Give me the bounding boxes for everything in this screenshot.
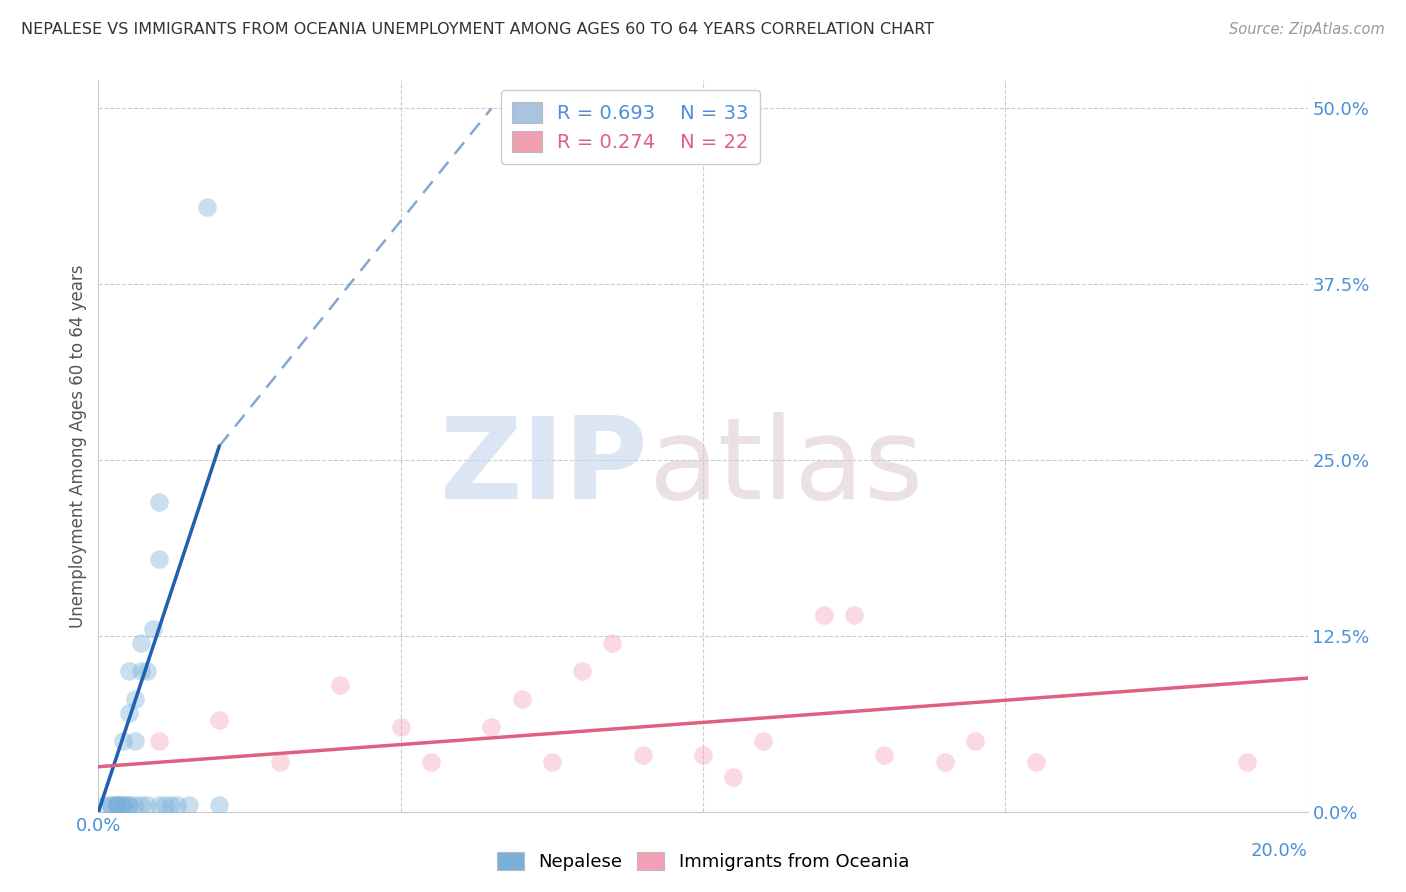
Point [571, 664, 593, 678]
Point [118, 797, 141, 812]
Point [148, 797, 170, 812]
Point [100, 797, 122, 812]
Point [124, 692, 146, 706]
Point [208, 714, 231, 728]
Point [129, 664, 152, 678]
Point [965, 734, 987, 748]
Point [602, 636, 624, 650]
Point [160, 797, 183, 812]
Point [1236, 756, 1258, 770]
Point [934, 756, 956, 770]
Text: 20.0%: 20.0% [1251, 842, 1308, 860]
Point [129, 636, 152, 650]
Y-axis label: Unemployment Among Ages 60 to 64 years: Unemployment Among Ages 60 to 64 years [69, 264, 87, 628]
Point [420, 756, 443, 770]
Point [129, 797, 152, 812]
Legend: Nepalese, Immigrants from Oceania: Nepalese, Immigrants from Oceania [489, 845, 917, 879]
Point [111, 797, 134, 812]
Point [135, 664, 157, 678]
Text: NEPALESE VS IMMIGRANTS FROM OCEANIA UNEMPLOYMENT AMONG AGES 60 TO 64 YEARS CORRE: NEPALESE VS IMMIGRANTS FROM OCEANIA UNEM… [21, 22, 934, 37]
Text: ZIP: ZIP [440, 412, 648, 524]
Point [148, 495, 170, 509]
Point [1024, 756, 1046, 770]
Point [142, 622, 165, 636]
Point [105, 797, 128, 812]
Point [844, 607, 866, 622]
Point [269, 756, 291, 770]
Legend: R = 0.693    N = 33, R = 0.274    N = 22: R = 0.693 N = 33, R = 0.274 N = 22 [501, 90, 761, 163]
Point [118, 797, 141, 812]
Point [692, 748, 714, 763]
Point [118, 664, 141, 678]
Text: atlas: atlas [648, 412, 924, 524]
Point [631, 748, 654, 763]
Point [195, 200, 218, 214]
Point [100, 797, 122, 812]
Point [389, 720, 412, 734]
Point [124, 734, 146, 748]
Point [329, 678, 352, 692]
Point [118, 706, 141, 721]
Point [813, 607, 835, 622]
Point [111, 797, 134, 812]
Point [135, 797, 157, 812]
Point [510, 692, 533, 706]
Point [723, 770, 745, 784]
Point [105, 797, 128, 812]
Point [179, 797, 201, 812]
Point [148, 551, 170, 566]
Point [93, 797, 115, 812]
Point [148, 734, 170, 748]
Point [111, 797, 134, 812]
Point [540, 756, 562, 770]
Point [124, 797, 146, 812]
Point [481, 720, 503, 734]
Point [105, 797, 128, 812]
Point [873, 748, 896, 763]
Point [105, 797, 128, 812]
Point [166, 797, 188, 812]
Point [752, 734, 775, 748]
Text: Source: ZipAtlas.com: Source: ZipAtlas.com [1229, 22, 1385, 37]
Point [153, 797, 176, 812]
Point [111, 734, 134, 748]
Point [208, 797, 231, 812]
